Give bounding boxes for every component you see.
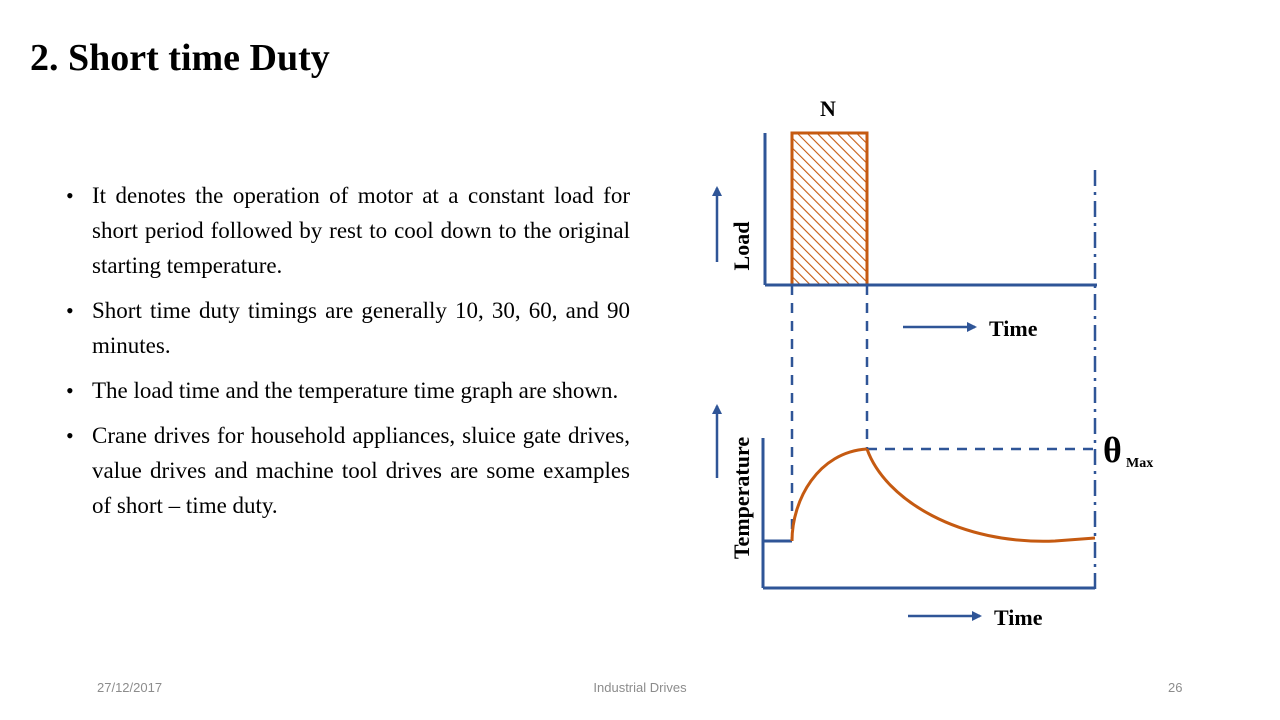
- load-axis-label: Load: [729, 222, 754, 271]
- bullet-text: The load time and the temperature time g…: [92, 378, 619, 403]
- theta-max-subscript: Max: [1126, 456, 1153, 471]
- bullet-item: • Short time duty timings are generally 1…: [66, 293, 630, 363]
- bullet-text: Crane drives for household appliances, s…: [92, 423, 630, 518]
- theta-max-symbol: θ: [1103, 430, 1122, 470]
- cooling-curve: [865, 448, 1096, 543]
- load-period-block: [790, 131, 869, 287]
- footer-title: Industrial Drives: [593, 680, 687, 695]
- temp-time-label: Time: [994, 605, 1043, 630]
- temperature-axis-label: Temperature: [729, 437, 754, 559]
- load-time-label: Time: [989, 316, 1038, 341]
- heating-curve: [790, 447, 868, 542]
- bullet-dot: •: [66, 183, 74, 208]
- bullet-dot: •: [66, 378, 74, 403]
- slide-title: 2. Short time Duty: [30, 37, 330, 79]
- bullet-text: It denotes the operation of motor at a c…: [92, 183, 630, 278]
- footer-page-number: 26: [1168, 680, 1183, 695]
- bullet-item: • The load time and the temperature time …: [66, 373, 630, 408]
- load-period-label: N: [820, 96, 836, 121]
- bullet-dot: •: [66, 423, 74, 448]
- bullet-dot: •: [66, 298, 74, 323]
- footer-date: 27/12/2017: [97, 680, 163, 695]
- bullet-list: • It denotes the operation of motor at a …: [66, 178, 630, 533]
- bullet-text: Short time duty timings are generally 10…: [92, 298, 630, 358]
- bullet-item: • It denotes the operation of motor at a …: [66, 178, 630, 283]
- bullet-item: • Crane drives for household appliances, …: [66, 418, 630, 523]
